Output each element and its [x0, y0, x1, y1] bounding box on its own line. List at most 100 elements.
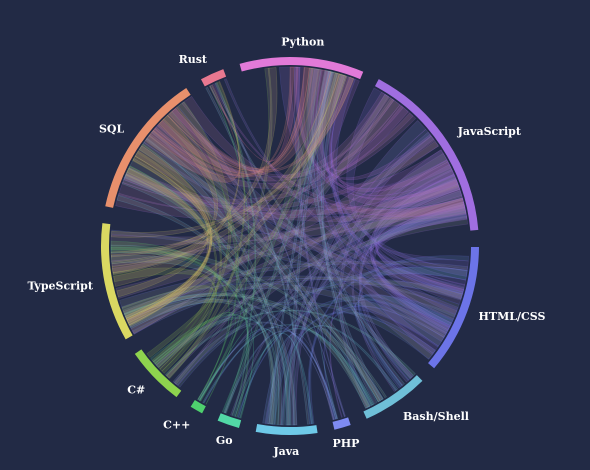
- ribbon: [198, 328, 292, 426]
- group-arc-typescript: [101, 223, 133, 340]
- ribbon: [143, 104, 414, 189]
- group-label-typescript: TypeScript: [27, 279, 93, 292]
- ribbon: [199, 325, 252, 413]
- ribbon: [126, 72, 347, 326]
- group-arc-c-: [134, 349, 182, 398]
- ribbon: [119, 260, 469, 309]
- ribbon: [138, 141, 465, 295]
- ribbon: [202, 324, 375, 406]
- ribbon: [357, 266, 468, 388]
- ribbon: [358, 190, 464, 383]
- ribbon: [127, 298, 335, 421]
- ribbon: [148, 66, 295, 179]
- group-label-sql: SQL: [99, 122, 125, 135]
- ribbon: [152, 301, 434, 366]
- ribbon: [223, 330, 337, 420]
- ribbon: [374, 187, 464, 300]
- ribbon: [230, 159, 453, 416]
- group-arc-bash-shell: [363, 375, 423, 419]
- ribbon: [166, 81, 246, 379]
- ribbon: [132, 276, 463, 335]
- ribbon: [351, 149, 448, 392]
- ribbon: [209, 66, 299, 162]
- ribbon: [155, 101, 232, 368]
- ribbon: [223, 78, 463, 305]
- group-arc-sql: [105, 88, 191, 208]
- group-label-go: Go: [216, 434, 233, 447]
- ribbon: [279, 120, 427, 426]
- ribbon: [292, 128, 432, 426]
- ribbon: [306, 67, 405, 386]
- ribbon: [150, 313, 254, 419]
- ribbon: [130, 178, 460, 334]
- ribbon: [316, 70, 384, 402]
- group-arcs-layer: [101, 57, 479, 435]
- ribbon: [177, 280, 464, 388]
- ribbon: [128, 97, 401, 335]
- ribbon: [121, 285, 214, 358]
- ribbon: [122, 112, 417, 204]
- ribbon: [116, 155, 209, 298]
- ribbon: [110, 76, 354, 238]
- ribbon: [124, 168, 210, 326]
- ribbon: [321, 70, 468, 277]
- group-arc-javascript: [374, 79, 479, 231]
- ribbons-layer: [110, 66, 470, 426]
- ribbon: [142, 137, 282, 426]
- ribbon: [266, 70, 333, 425]
- ribbon: [346, 87, 467, 286]
- ribbon: [157, 67, 319, 175]
- ribbon: [373, 173, 466, 295]
- ribbon: [166, 152, 449, 379]
- ribbon: [377, 203, 469, 270]
- ribbon: [214, 82, 346, 417]
- ribbon: [203, 266, 468, 404]
- ribbon: [167, 106, 450, 339]
- group-arc-python: [239, 57, 364, 80]
- ribbon: [113, 81, 241, 287]
- ribbon: [110, 67, 278, 263]
- ribbon: [233, 327, 374, 417]
- ribbon: [199, 67, 322, 402]
- ribbon: [128, 158, 381, 403]
- ribbon: [151, 124, 436, 360]
- ribbon: [319, 328, 375, 420]
- ribbon: [171, 98, 404, 179]
- ribbon: [205, 86, 310, 425]
- ribbon: [111, 73, 348, 274]
- group-label-c-: C++: [163, 419, 190, 432]
- group-label-java: Java: [272, 445, 299, 458]
- ribbon: [157, 67, 314, 175]
- ribbon: [154, 316, 280, 425]
- ribbon: [354, 298, 449, 389]
- group-arc-java: [255, 423, 318, 435]
- ribbon: [111, 175, 460, 267]
- ribbon: [110, 197, 467, 246]
- ribbon: [124, 293, 371, 409]
- ribbon: [118, 140, 439, 213]
- ribbon: [224, 70, 337, 414]
- ribbon: [123, 171, 466, 223]
- ribbon: [158, 67, 273, 370]
- ribbon: [339, 131, 435, 409]
- ribbon: [152, 311, 237, 402]
- ribbon: [285, 164, 457, 426]
- ribbon: [264, 201, 467, 425]
- ribbon: [162, 111, 239, 401]
- ribbon: [122, 283, 446, 347]
- ribbon: [209, 84, 414, 380]
- ribbon: [151, 124, 458, 321]
- group-arc-c-: [190, 399, 206, 414]
- ribbon: [205, 85, 250, 405]
- group-label-c-: C#: [127, 383, 145, 396]
- ribbon: [197, 326, 338, 420]
- ribbon: [329, 74, 455, 196]
- group-arc-html-css: [428, 247, 479, 369]
- ribbon: [373, 203, 468, 328]
- ribbon: [138, 143, 222, 372]
- ribbon: [376, 202, 468, 297]
- ribbon: [110, 71, 340, 258]
- group-labels-layer: JavaScript HTML/CSS Bash/Shell PHP Java Go C++…: [27, 35, 545, 458]
